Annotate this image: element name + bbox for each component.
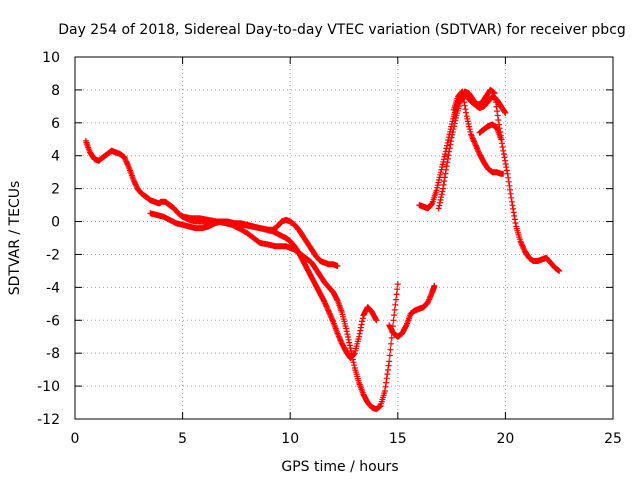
- y-tick-label: -10: [37, 379, 60, 395]
- chart-title: Day 254 of 2018, Sidereal Day-to-day VTE…: [58, 22, 626, 38]
- x-tick-label: 5: [178, 431, 187, 447]
- y-tick-label: -12: [37, 412, 60, 428]
- ticks: [74, 56, 614, 420]
- series-markers: [476, 121, 505, 143]
- y-tick-label: 4: [51, 149, 60, 165]
- y-axis-label: SDTVAR / TECUs: [7, 181, 23, 296]
- series-markers: [179, 213, 341, 269]
- plot-frame: [74, 56, 614, 420]
- x-tick-label: 0: [71, 431, 80, 447]
- y-tick-label: 10: [42, 50, 60, 66]
- x-tick-label: 25: [604, 431, 622, 447]
- series-arc-8: [476, 121, 505, 143]
- data-points: [82, 86, 563, 413]
- series-markers: [450, 88, 507, 177]
- y-tick-label: -8: [46, 346, 60, 362]
- y-tick-label: 0: [51, 215, 60, 231]
- y-tick-label: 6: [51, 116, 60, 132]
- tick-labels: 0 5 10 15 20 25 -12 -10 -8 -6 -4 -2 0 2 4 6 8 10: [37, 50, 622, 447]
- x-tick-label: 15: [389, 431, 407, 447]
- y-tick-label: -6: [46, 313, 60, 329]
- y-tick-label: -4: [46, 280, 60, 296]
- y-tick-label: 8: [51, 83, 60, 99]
- y-tick-label: 2: [51, 182, 60, 198]
- series-arc-3: [179, 213, 341, 269]
- series-arc-7: [450, 88, 507, 177]
- series-arc-4: [386, 282, 438, 340]
- x-axis-label: GPS time / hours: [281, 459, 398, 475]
- series-markers: [386, 282, 438, 340]
- x-tick-label: 20: [496, 431, 514, 447]
- y-tick-label: -2: [46, 247, 60, 263]
- x-tick-label: 10: [281, 431, 299, 447]
